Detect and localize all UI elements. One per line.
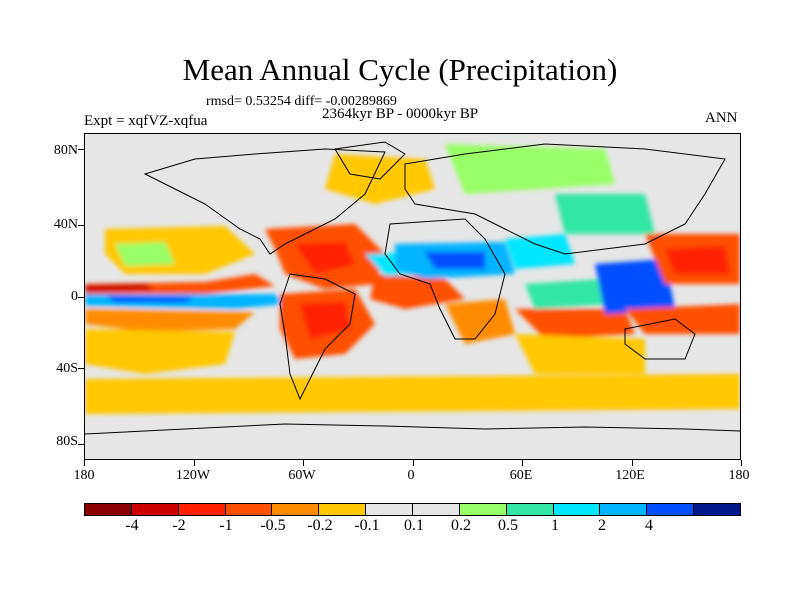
y-label-40n: 40N xyxy=(53,217,78,232)
coast-australia xyxy=(624,318,696,360)
period-text: 2364kyr BP - 0000kyr BP xyxy=(322,106,479,122)
anomaly-asia-north xyxy=(445,144,615,194)
y-tick xyxy=(78,225,84,226)
anomaly-pacific-south-dry xyxy=(85,309,255,332)
colorbar-swatch-6 xyxy=(366,504,414,515)
x-tick xyxy=(84,460,85,466)
y-label-80s: 80S xyxy=(56,434,78,449)
y-tick xyxy=(78,297,84,298)
colorbar-swatch-13 xyxy=(694,504,741,515)
x-tick xyxy=(303,460,304,466)
anomaly-arabia-wet xyxy=(505,234,575,269)
anomaly-wpac-dry-core xyxy=(665,246,730,274)
x-label-180e: 180 xyxy=(728,468,750,483)
colorbar-swatch-7 xyxy=(413,504,460,515)
x-tick xyxy=(632,460,633,466)
y-tick xyxy=(78,444,84,445)
colorbar-label: -4 xyxy=(125,517,139,534)
colorbar-swatch-11 xyxy=(600,504,648,515)
colorbar-label: -0.5 xyxy=(260,517,286,534)
y-label-40s: 40S xyxy=(56,361,78,376)
anomaly-pacific-north-green xyxy=(115,242,175,266)
colorbar-swatch-4 xyxy=(272,504,320,515)
coast-north-america xyxy=(143,148,386,255)
y-label-eq: 0 xyxy=(71,289,78,304)
x-label-60w: 60W xyxy=(288,468,316,483)
colorbar-label: -0.1 xyxy=(354,517,380,534)
colorbar-label: 0.2 xyxy=(451,517,471,534)
anomaly-atlantic-dry xyxy=(370,274,465,309)
colorbar-swatch-0 xyxy=(85,504,132,515)
experiment-label: Expt = xqfVZ-xqfua xyxy=(84,113,208,129)
stats-text: rmsd= 0.53254 diff= -0.00289869 xyxy=(206,94,397,109)
chart-title: Mean Annual Cycle (Precipitation) xyxy=(182,52,618,87)
colorbar-label: 4 xyxy=(645,517,653,534)
anomaly-pacific-dry-core xyxy=(85,284,155,292)
colorbar-swatch-1 xyxy=(131,504,179,515)
colorbar-swatch-3 xyxy=(225,504,273,515)
anomaly-maritime-wet xyxy=(595,259,675,314)
anomaly-south-africa xyxy=(445,299,515,344)
colorbar-label: -2 xyxy=(172,517,186,534)
colorbar-label: 1 xyxy=(551,517,559,534)
colorbar-swatch-9 xyxy=(506,504,554,515)
map-plot-area xyxy=(84,133,741,460)
colorbar xyxy=(84,503,741,516)
x-label-60e: 60E xyxy=(509,468,533,483)
coast-africa xyxy=(384,218,506,340)
x-label-120e: 120E xyxy=(615,468,645,483)
anomaly-sahel-core xyxy=(425,252,485,269)
anomaly-pacific-south-yellow xyxy=(85,329,235,374)
colorbar-swatch-10 xyxy=(553,504,601,515)
x-label-120w: 120W xyxy=(175,468,211,483)
x-tick xyxy=(522,460,523,466)
x-label-180w: 180 xyxy=(73,468,95,483)
x-tick xyxy=(194,460,195,466)
anomaly-southern-ocean xyxy=(85,374,740,414)
precipitation-map xyxy=(85,141,740,435)
colorbar-swatch-5 xyxy=(319,504,367,515)
colorbar-label: -1 xyxy=(219,517,233,534)
anomaly-caribbean-core xyxy=(295,242,355,274)
anomaly-indian-dry xyxy=(515,309,635,339)
anomaly-amazon-core xyxy=(300,302,350,339)
anomaly-indian-south xyxy=(515,334,645,374)
y-tick xyxy=(78,149,84,150)
season-label: ANN xyxy=(705,110,738,126)
y-label-80n: 80N xyxy=(53,143,78,158)
colorbar-label: 0.1 xyxy=(404,517,424,534)
anomaly-pacific-wet2 xyxy=(105,296,195,302)
x-tick xyxy=(413,460,414,466)
coast-south-america xyxy=(279,273,356,401)
colorbar-label: 2 xyxy=(598,517,606,534)
colorbar-swatch-8 xyxy=(459,504,507,515)
colorbar-swatch-2 xyxy=(178,504,226,515)
colorbar-swatch-12 xyxy=(647,504,695,515)
x-label-0: 0 xyxy=(407,468,415,483)
anomaly-indian-wet xyxy=(525,279,615,309)
colorbar-label: 0.5 xyxy=(498,517,518,534)
x-tick xyxy=(741,460,742,466)
y-tick xyxy=(78,368,84,369)
coast-greenland xyxy=(334,141,406,180)
colorbar-label: -0.2 xyxy=(307,517,333,534)
coast-eurasia xyxy=(404,143,726,255)
anomaly-asia-wet xyxy=(555,194,655,234)
coast-antarctica xyxy=(85,423,740,435)
anomaly-spcz xyxy=(625,304,740,334)
